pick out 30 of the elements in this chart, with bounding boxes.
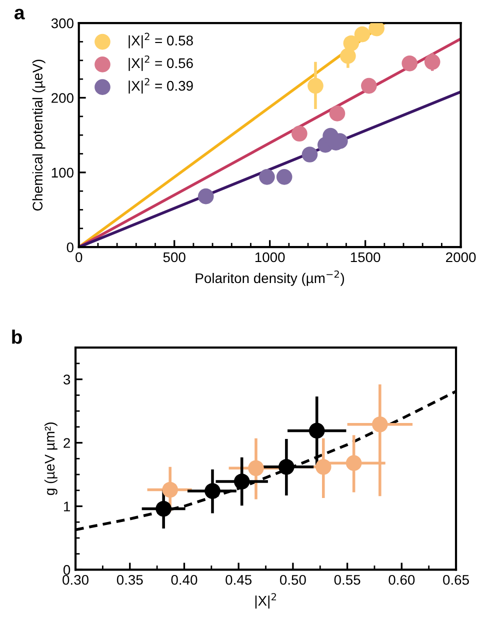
x-tick-label: 1000 [255, 252, 285, 262]
x-axis-title: Polariton density (µm$^{−2}$) [196, 270, 344, 286]
y-tick-label: 0 [66, 242, 74, 252]
x-tick-label: 0.60 [388, 574, 415, 585]
x-tick-label: 0 [76, 252, 82, 262]
y-tick-label: 3 [63, 374, 70, 384]
y-tick-label: 1 [64, 502, 70, 512]
chart-title: a [14, 8, 25, 20]
legend-label: |X|$^{2}$ = 0.39 [128, 78, 193, 94]
x-tick-label: 2000 [446, 252, 476, 262]
x-tick-label: 1500 [350, 252, 380, 262]
x-axis-title: |X|$^{2}$ [255, 593, 276, 609]
x-tick-label: 0.45 [226, 574, 252, 585]
x-tick-label: 0.65 [443, 574, 469, 585]
legend-label: |X|$^{2}$ = 0.56 [128, 55, 193, 71]
x-tick-label: 0.50 [280, 574, 306, 585]
y-tick-label: 0 [63, 565, 70, 575]
x-tick-label: 0.55 [334, 574, 360, 585]
y-tick-label: 200 [52, 93, 74, 103]
legend-label: |X|$^{2}$ = 0.58 [128, 32, 193, 48]
y-tick-label: 300 [51, 18, 74, 28]
x-tick-label: 0.30 [62, 574, 88, 585]
x-tick-label: 500 [163, 252, 186, 262]
y-tick-label: 100 [52, 168, 74, 178]
y-axis-title: Chemical potential (µeV) [32, 60, 46, 211]
y-tick-label: 2 [64, 438, 70, 448]
y-axis-title: g (µeV µm²) [44, 422, 58, 495]
chart-title: b [12, 330, 22, 344]
x-tick-label: 0.35 [116, 574, 143, 585]
x-tick-label: 0.40 [171, 574, 198, 585]
